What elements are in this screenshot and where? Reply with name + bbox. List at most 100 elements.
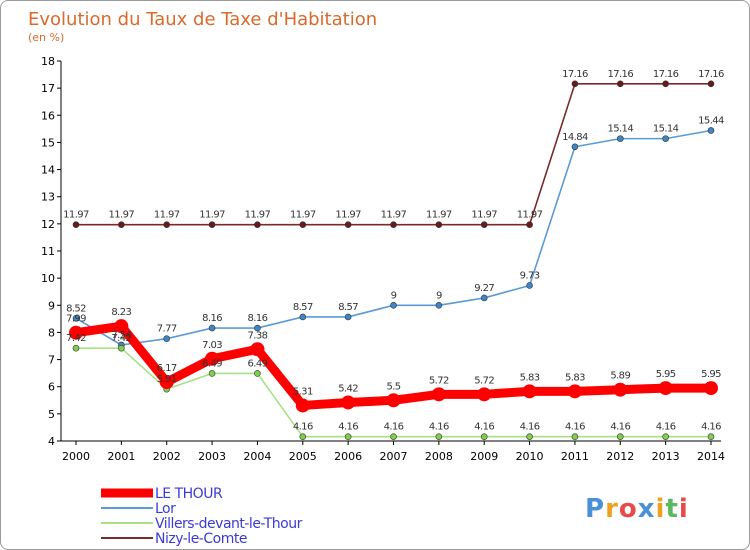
data-label-lor: 8.52 [66,303,86,314]
data-label-villers-devant-le-thour: 4.16 [565,422,585,433]
data-point-nizy-le-comte [254,221,261,228]
x-tick-label: 2010 [516,450,544,463]
data-label-le-thour: 5.95 [656,369,676,380]
data-label-nizy-le-comte: 11.97 [245,210,271,221]
logo-letter: P [585,494,605,524]
data-label-villers-devant-le-thour: 4.16 [610,422,630,433]
data-label-le-thour: 6.17 [157,363,177,374]
data-label-villers-devant-le-thour: 4.16 [701,422,721,433]
data-point-lor [707,127,715,134]
data-point-nizy-le-comte [299,221,307,228]
data-label-le-thour: 8.23 [111,307,131,318]
data-label-nizy-le-comte: 17.16 [698,69,724,80]
data-point-le-thour [386,393,401,408]
data-label-le-thour: 5.72 [474,375,494,386]
data-label-nizy-le-comte: 11.97 [63,210,89,221]
data-point-villers-devant-le-thour [662,433,669,440]
data-labels: 11.97 11.97 11.97 11.97 11.97 11.97 11.97 11.97… [63,69,724,433]
data-point-lor [571,143,579,151]
data-label-lor: 9 [436,290,442,301]
data-label-nizy-le-comte: 17.16 [607,69,633,80]
data-point-nizy-le-comte [390,221,397,228]
x-tick-label: 2013 [652,450,680,463]
x-tick-label: 2002 [153,450,181,463]
proxiti-logo: Proxiti [585,494,689,524]
data-label-lor: 15.14 [653,124,679,135]
x-tick-label: 2000 [62,450,90,463]
data-point-le-thour [613,382,628,397]
data-point-le-thour [477,387,492,402]
data-point-le-thour [704,381,718,396]
series-line-lor [75,129,712,346]
data-label-le-thour: 5.83 [520,372,540,383]
logo-letter: i [656,494,666,524]
chart-title: Evolution du Taux de Taxe d'Habitation [28,9,377,30]
chart-subtitle: (en %) [28,31,64,44]
data-point-villers-devant-le-thour [390,433,397,440]
x-tick-label: 2008 [425,450,453,463]
data-point-nizy-le-comte [118,221,125,228]
data-point-lor [163,335,171,342]
data-label-villers-devant-le-thour: 4.16 [656,422,676,433]
data-point-villers-devant-le-thour [435,433,443,440]
data-point-lor [72,315,80,322]
data-point-nizy-le-comte [208,221,216,228]
data-label-villers-devant-le-thour: 6.49 [202,358,222,369]
data-point-le-thour [341,395,356,410]
y-tick-label: 9 [48,299,55,312]
data-label-nizy-le-comte: 11.97 [199,210,225,221]
data-point-le-thour [114,319,129,334]
data-label-nizy-le-comte: 11.97 [154,210,180,221]
data-label-villers-devant-le-thour: 7.42 [111,333,131,344]
logo-letter: x [638,494,656,524]
legend: LE THOURLorVillers-devant-le-ThourNizy-l… [101,486,303,547]
data-point-villers-devant-le-thour [254,370,261,377]
data-point-nizy-le-comte [344,221,352,228]
data-label-le-thour: 5.31 [293,386,313,397]
data-point-villers-devant-le-thour [571,433,579,440]
data-label-le-thour: 5.95 [701,369,721,380]
data-point-lor [526,282,533,289]
data-label-lor: 8.16 [202,313,222,324]
data-label-nizy-le-comte: 11.97 [517,210,543,221]
data-label-lor: 8.57 [338,302,358,313]
data-label-villers-devant-le-thour: 5.91 [157,374,177,385]
data-point-lor [390,301,397,309]
data-point-le-thour [658,381,673,396]
x-tick-label: 2006 [334,450,362,463]
data-label-le-thour: 7.03 [202,340,222,351]
data-point-nizy-le-comte [571,80,579,88]
y-tick-label: 5 [48,408,55,421]
data-point-le-thour [431,387,446,402]
data-label-lor: 9.27 [474,283,494,294]
y-tick-label: 12 [41,218,55,231]
y-tick-label: 8 [48,326,55,339]
data-label-nizy-le-comte: 11.97 [471,210,497,221]
data-label-lor: 9.73 [520,270,540,281]
data-point-villers-devant-le-thour [707,433,715,440]
x-tick-label: 2004 [243,450,271,463]
data-label-le-thour: 5.42 [338,383,358,394]
data-label-nizy-le-comte: 17.16 [653,69,679,80]
data-point-nizy-le-comte [435,221,443,228]
data-label-nizy-le-comte: 11.97 [290,210,316,221]
data-label-lor: 7.54 [111,330,131,341]
data-point-villers-devant-le-thour [299,433,307,440]
data-point-lor [344,313,352,321]
data-label-lor: 15.14 [607,124,633,135]
data-point-villers-devant-le-thour [72,344,80,352]
data-point-nizy-le-comte [72,221,80,228]
data-point-nizy-le-comte [616,80,624,88]
data-label-nizy-le-comte: 11.97 [426,210,452,221]
data-label-lor: 7.77 [157,324,177,335]
data-label-le-thour: 5.72 [429,375,449,386]
legend-label-le-thour: LE THOUR [155,486,223,502]
y-tick-label: 10 [41,272,55,285]
data-label-villers-devant-le-thour: 4.16 [429,422,449,433]
data-label-lor: 14.84 [562,132,588,143]
data-label-lor: 15.44 [698,115,724,126]
logo-letter: t [665,494,678,524]
data-label-le-thour: 5.89 [610,371,630,382]
data-label-le-thour: 5.83 [565,372,585,383]
y-tick-label: 6 [48,381,55,394]
